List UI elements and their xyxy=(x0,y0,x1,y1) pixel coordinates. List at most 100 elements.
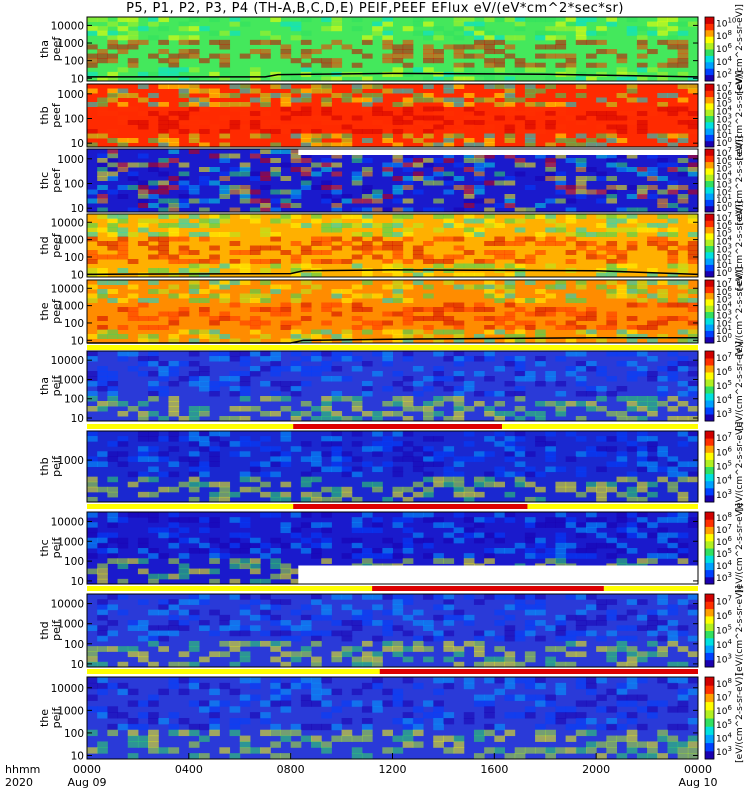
panel-product-label: peef xyxy=(50,36,63,62)
y-tick-label: 100 xyxy=(64,113,84,125)
panel-product-label: peef xyxy=(50,102,63,128)
panel-probe-label: tha xyxy=(38,40,51,58)
panel-thc-peef: 10 100 1000 thc peef 100101102103104105106107… xyxy=(38,136,745,226)
y-tick-label: 100 xyxy=(64,318,84,330)
y-tick-label: 10000 xyxy=(51,516,84,528)
x-row-label-hhmm: hhmm xyxy=(5,763,40,776)
panel-probe-label: thb xyxy=(38,106,51,124)
colorbar-tick-label: 107 xyxy=(716,431,732,444)
panel-frame xyxy=(86,148,699,213)
colorbar-tick-label: 106 xyxy=(716,42,732,55)
colorbar-tick-label: 103 xyxy=(716,488,732,501)
panel-frame xyxy=(86,350,699,422)
colorbar-tick-label: 105 xyxy=(716,460,732,473)
spectrogram-cells xyxy=(87,351,699,422)
x-date-label: Aug 09 xyxy=(68,776,107,789)
x-tick-label: 2000 xyxy=(582,763,610,776)
colorbar-tick-label: 106 xyxy=(716,445,732,458)
y-tick-label: 10000 xyxy=(51,217,84,229)
quality-bar-segment xyxy=(293,504,528,509)
colorbar-tick-label: 107 xyxy=(716,594,732,607)
spectrogram-cells xyxy=(87,431,699,503)
y-tick-label: 10000 xyxy=(51,355,84,367)
colorbar-tick-label: 106 xyxy=(716,365,732,378)
y-tick-label: 10 xyxy=(71,335,84,347)
colorbar-tick-label: 104 xyxy=(716,638,732,651)
panel-probe-label: thc xyxy=(38,172,51,189)
colorbar-tick-label: 104 xyxy=(716,474,732,487)
spectrogram-cells xyxy=(87,84,699,148)
y-tick-label: 1000 xyxy=(57,301,84,313)
y-tick-label: 1000 xyxy=(57,705,84,717)
quality-bar-segment xyxy=(372,586,604,591)
colorbar-tick-label: 102 xyxy=(716,68,732,81)
colorbar-tick-label: 103 xyxy=(716,407,732,420)
colorbar-tick-label: 103 xyxy=(716,571,732,584)
panel-product-label: peef xyxy=(50,298,63,324)
y-tick-label: 10 xyxy=(71,203,84,215)
colorbar-tick-label: 104 xyxy=(716,393,732,406)
panel-product-label: peif xyxy=(50,619,63,641)
panel-frame xyxy=(86,511,699,585)
y-tick-label: 1000 xyxy=(57,89,84,101)
panel-frame xyxy=(86,213,699,278)
colorbar-units-label: [eV/(cm^2-s-sr-eV)] xyxy=(735,267,745,357)
panel-frame xyxy=(86,16,699,82)
panel-probe-label: thd xyxy=(38,236,51,254)
x-tick-label: 0400 xyxy=(175,763,203,776)
y-tick-label: 1000 xyxy=(57,38,84,50)
panel-product-label: peif xyxy=(50,455,63,477)
panel-product-label: peif xyxy=(50,537,63,559)
colorbar-tick-label: 107 xyxy=(716,691,732,704)
colorbar-tick-label: 105 xyxy=(716,379,732,392)
y-tick-label: 10000 xyxy=(51,20,84,32)
panel-frame xyxy=(86,430,699,503)
y-tick-label: 100 xyxy=(64,639,84,651)
quality-bar xyxy=(87,345,698,350)
y-tick-label: 1000 xyxy=(57,235,84,247)
colorbar-tick-label: 105 xyxy=(716,624,732,637)
colorbar-units-label: [eV/(cm^2-s-sr-eV)] xyxy=(735,673,745,763)
panel-probe-label: the xyxy=(38,302,51,320)
colorbar-tick-label: 108 xyxy=(716,29,732,42)
panel-product-label: peif xyxy=(50,707,63,729)
panel-thb-peef: 10 100 1000 thb peef 100101102103104105106107… xyxy=(38,71,745,161)
colorbar-units-label: [eV/(cm^2-s-sr-eV)] xyxy=(735,201,745,291)
spacecraft-potential-line xyxy=(87,72,699,78)
y-tick-label: 100 xyxy=(64,394,84,406)
colorbar-tick-label: 106 xyxy=(716,609,732,622)
spacecraft-potential-line xyxy=(86,269,699,276)
y-tick-label: 100 xyxy=(64,178,84,190)
spectrogram-cells xyxy=(87,214,699,278)
y-tick-label: 10 xyxy=(71,751,84,763)
colorbar-units-label: [eV/(cm^2-s-sr-eV)] xyxy=(735,422,745,512)
y-tick-label: 10 xyxy=(71,73,84,85)
colorbar-tick-label: 106 xyxy=(716,704,732,717)
y-tick-label: 1000 xyxy=(57,619,84,631)
y-tick-label: 100 xyxy=(64,56,84,68)
x-tick-label: 1600 xyxy=(480,763,508,776)
chart-title: P5, P1, P2, P3, P4 (TH-A,B,C,D,E) PEIF,P… xyxy=(126,1,624,16)
panel-product-label: peef xyxy=(50,232,63,258)
colorbar-units-label: [eV/(cm^2-s-sr-eV)] xyxy=(735,71,745,161)
colorbar-units-label: [eV/(cm^2-s-sr-eV)] xyxy=(735,586,745,676)
colorbar-tick-label: 103 xyxy=(716,653,732,666)
y-tick-label: 1000 xyxy=(57,455,84,467)
quality-bar-segment xyxy=(379,669,698,674)
panel-frame xyxy=(86,279,699,344)
panel-frame xyxy=(86,593,699,668)
colorbar-units-label: [eV/(cm^2-s-sr-eV)] xyxy=(735,341,745,431)
colorbar-tick-label: 104 xyxy=(716,55,732,68)
x-row-label-year: 2020 xyxy=(5,776,33,789)
y-tick-label: 10 xyxy=(71,413,84,425)
